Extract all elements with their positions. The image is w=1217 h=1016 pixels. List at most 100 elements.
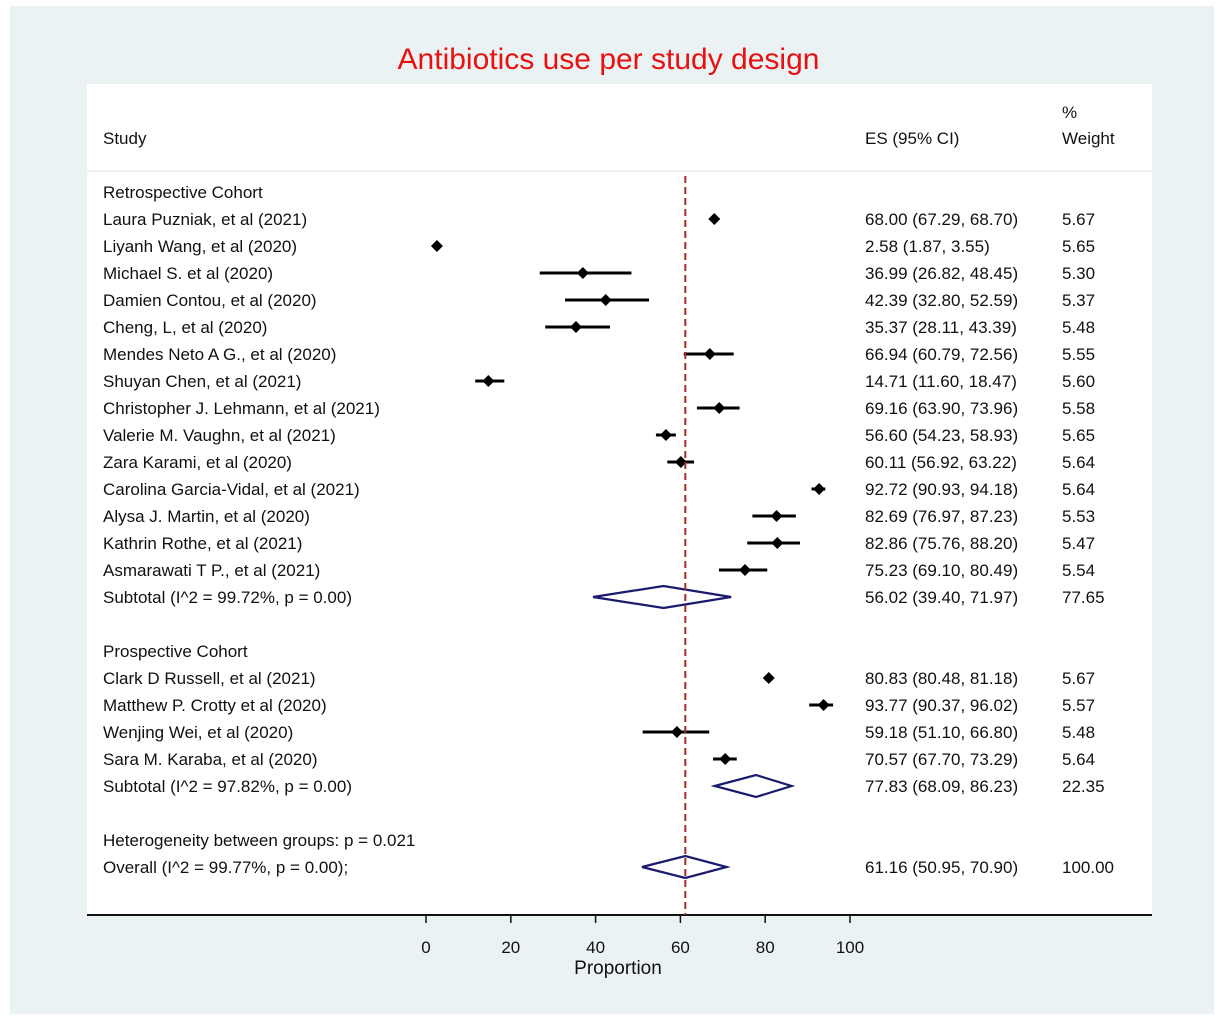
- study-label: Damien Contou, et al (2020): [103, 291, 317, 310]
- x-tick-label: 0: [421, 938, 430, 957]
- study-row: Kathrin Rothe, et al (2021) 82.86 (75.76,…: [103, 534, 1095, 553]
- study-row: Alysa J. Martin, et al (2020) 82.69 (76.9…: [103, 507, 1095, 526]
- study-es-ci: 82.86 (75.76, 88.20): [865, 534, 1018, 553]
- study-row: Matthew P. Crotty et al (2020) 93.77 (90.…: [103, 696, 1095, 715]
- study-es-ci: 59.18 (51.10, 66.80): [865, 723, 1018, 742]
- study-label: Zara Karami, et al (2020): [103, 453, 292, 472]
- study-label: Shuyan Chen, et al (2021): [103, 372, 301, 391]
- column-header-weight: Weight: [1062, 129, 1115, 148]
- study-es-ci: 92.72 (90.93, 94.18): [865, 480, 1018, 499]
- point-estimate-marker: [813, 483, 826, 495]
- study-label: Wenjing Wei, et al (2020): [103, 723, 293, 742]
- overall-es-ci: 61.16 (50.95, 70.90): [865, 858, 1018, 877]
- study-label: Laura Puzniak, et al (2021): [103, 210, 307, 229]
- study-row: Zara Karami, et al (2020) 60.11 (56.92, 6…: [103, 453, 1095, 472]
- study-label: Alysa J. Martin, et al (2020): [103, 507, 310, 526]
- study-label: Clark D Russell, et al (2021): [103, 669, 316, 688]
- study-weight: 5.60: [1062, 372, 1095, 391]
- study-row: Liyanh Wang, et al (2020) 2.58 (1.87, 3.5…: [103, 237, 1095, 256]
- study-es-ci: 66.94 (60.79, 72.56): [865, 345, 1018, 364]
- subtotal-diamond: [710, 773, 796, 799]
- x-tick-label: 80: [756, 938, 775, 957]
- study-row: Cheng, L, et al (2020) 35.37 (28.11, 43.3…: [103, 318, 1095, 337]
- study-es-ci: 56.60 (54.23, 58.93): [865, 426, 1018, 445]
- point-estimate-marker: [576, 267, 589, 279]
- study-label: Michael S. et al (2020): [103, 264, 273, 283]
- subtotal-weight: 77.65: [1062, 588, 1105, 607]
- forest-rows: Retrospective Cohort Laura Puzniak, et al…: [103, 183, 1114, 880]
- x-tick-label: 40: [586, 938, 605, 957]
- study-weight: 5.55: [1062, 345, 1095, 364]
- point-estimate-marker: [482, 375, 495, 387]
- overall-label: Overall (I^2 = 99.77%, p = 0.00);: [103, 858, 348, 877]
- study-weight: 5.67: [1062, 210, 1095, 229]
- subtotal-es-ci: 56.02 (39.40, 71.97): [865, 588, 1018, 607]
- study-es-ci: 69.16 (63.90, 73.96): [865, 399, 1018, 418]
- study-es-ci: 82.69 (76.97, 87.23): [865, 507, 1018, 526]
- study-es-ci: 36.99 (26.82, 48.45): [865, 264, 1018, 283]
- point-estimate-marker: [762, 672, 775, 684]
- point-estimate-marker: [599, 294, 612, 306]
- study-weight: 5.48: [1062, 318, 1095, 337]
- study-row: Asmarawati T P., et al (2021) 75.23 (69.1…: [103, 561, 1095, 580]
- point-estimate-marker: [430, 240, 443, 252]
- study-weight: 5.53: [1062, 507, 1095, 526]
- study-es-ci: 14.71 (11.60, 18.47): [865, 372, 1017, 391]
- subtotal-es-ci: 77.83 (68.09, 86.23): [865, 777, 1018, 796]
- study-row: Laura Puzniak, et al (2021) 68.00 (67.29,…: [103, 210, 1095, 229]
- subtotal-weight: 22.35: [1062, 777, 1105, 796]
- heterogeneity-text: Heterogeneity between groups: p = 0.021: [103, 831, 415, 850]
- study-es-ci: 75.23 (69.10, 80.49): [865, 561, 1018, 580]
- study-weight: 5.64: [1062, 750, 1095, 769]
- study-label: Mendes Neto A G., et al (2020): [103, 345, 336, 364]
- study-label: Valerie M. Vaughn, et al (2021): [103, 426, 336, 445]
- study-label: Kathrin Rothe, et al (2021): [103, 534, 302, 553]
- column-header-weight-pct: %: [1062, 103, 1077, 122]
- study-weight: 5.30: [1062, 264, 1095, 283]
- x-tick-label: 20: [501, 938, 520, 957]
- study-es-ci: 42.39 (32.80, 52.59): [865, 291, 1018, 310]
- group-heading: Prospective Cohort: [103, 642, 248, 661]
- subtotal-row: Subtotal (I^2 = 97.82%, p = 0.00) 77.83 (…: [103, 773, 1105, 799]
- study-row: Clark D Russell, et al (2021) 80.83 (80.4…: [103, 669, 1095, 688]
- column-header-study: Study: [103, 129, 147, 148]
- point-estimate-marker: [817, 699, 830, 711]
- study-row: Damien Contou, et al (2020) 42.39 (32.80,…: [103, 291, 1095, 310]
- subtotal-diamond: [592, 584, 732, 610]
- study-row: Sara M. Karaba, et al (2020) 70.57 (67.70…: [103, 750, 1095, 769]
- point-estimate-marker: [703, 348, 716, 360]
- study-label: Asmarawati T P., et al (2021): [103, 561, 320, 580]
- study-es-ci: 35.37 (28.11, 43.39): [865, 318, 1017, 337]
- overall-diamond: [641, 854, 731, 880]
- study-row: Valerie M. Vaughn, et al (2021) 56.60 (54…: [103, 426, 1095, 445]
- x-axis-ticks: 0 20 40 60 80 100: [421, 915, 864, 957]
- study-label: Sara M. Karaba, et al (2020): [103, 750, 318, 769]
- study-row: Mendes Neto A G., et al (2020) 66.94 (60.…: [103, 345, 1095, 364]
- study-weight: 5.58: [1062, 399, 1095, 418]
- study-es-ci: 68.00 (67.29, 68.70): [865, 210, 1018, 229]
- point-estimate-marker: [674, 456, 687, 468]
- study-label: Christopher J. Lehmann, et al (2021): [103, 399, 380, 418]
- point-estimate-marker: [713, 402, 726, 414]
- study-weight: 5.47: [1062, 534, 1095, 553]
- study-weight: 5.64: [1062, 453, 1095, 472]
- overall-weight: 100.00: [1062, 858, 1114, 877]
- study-weight: 5.67: [1062, 669, 1095, 688]
- plot-area: [87, 84, 1152, 914]
- study-row: Wenjing Wei, et al (2020) 59.18 (51.10, 6…: [103, 723, 1095, 742]
- study-es-ci: 60.11 (56.92, 63.22): [865, 453, 1017, 472]
- study-es-ci: 80.83 (80.48, 81.18): [865, 669, 1018, 688]
- subtotal-row: Subtotal (I^2 = 99.72%, p = 0.00) 56.02 (…: [103, 584, 1105, 610]
- point-estimate-marker: [708, 213, 721, 225]
- x-tick-label: 100: [836, 938, 864, 957]
- study-es-ci: 2.58 (1.87, 3.55): [865, 237, 990, 256]
- x-axis-label: Proportion: [574, 958, 662, 979]
- point-estimate-marker: [771, 537, 784, 549]
- column-header-es: ES (95% CI): [865, 129, 959, 148]
- study-es-ci: 70.57 (67.70, 73.29): [865, 750, 1018, 769]
- point-estimate-marker: [569, 321, 582, 333]
- study-weight: 5.65: [1062, 237, 1095, 256]
- study-weight: 5.54: [1062, 561, 1095, 580]
- study-es-ci: 93.77 (90.37, 96.02): [865, 696, 1018, 715]
